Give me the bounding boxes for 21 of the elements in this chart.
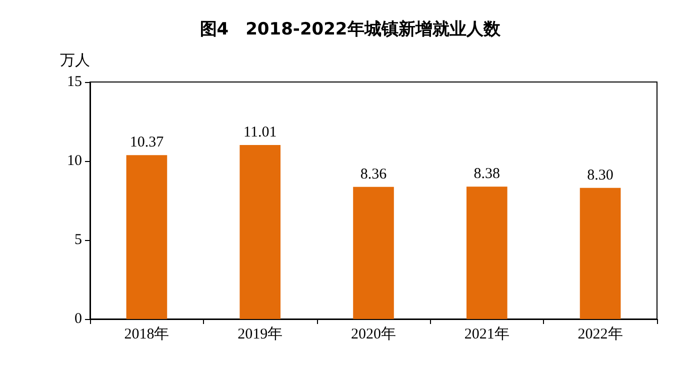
x-tick-label: 2018年	[124, 326, 170, 342]
chart-title: 图4 2018-2022年城镇新增就业人数	[200, 20, 502, 40]
bar	[580, 188, 621, 319]
y-tick-label: 15	[67, 74, 82, 90]
x-tick-label: 2021年	[464, 326, 510, 342]
y-tick-label: 10	[67, 153, 82, 169]
bar	[353, 186, 394, 319]
y-tick-label: 5	[74, 232, 82, 248]
y-axis-title: 万人	[60, 52, 90, 69]
x-tick-label: 2020年	[351, 326, 396, 342]
data-label: 8.38	[474, 166, 500, 182]
bar	[240, 145, 281, 319]
x-tick-label: 2022年	[578, 326, 623, 342]
data-label: 11.01	[244, 124, 277, 141]
bar	[126, 155, 168, 319]
bar	[466, 186, 508, 319]
data-label: 10.37	[130, 134, 164, 151]
data-label: 8.30	[587, 167, 614, 184]
y-tick-label: 0	[74, 311, 82, 327]
data-label: 8.36	[360, 166, 388, 182]
x-tick-label: 2019年	[238, 326, 283, 342]
